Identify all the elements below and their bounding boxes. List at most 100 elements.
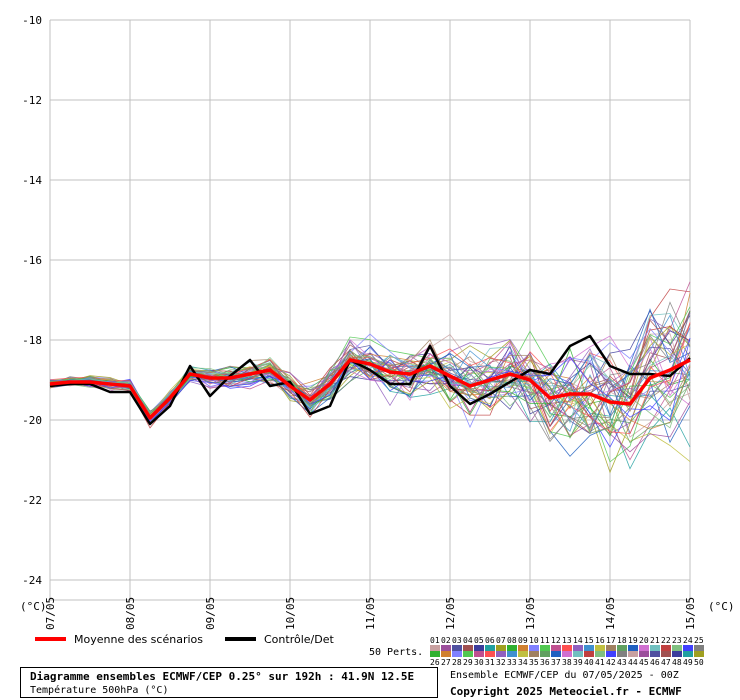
pert-swatch-top [518, 645, 528, 651]
y-tick-label: -24 [22, 574, 42, 587]
pert-swatch-top [452, 645, 462, 651]
pert-swatch-bottom [474, 651, 484, 657]
pert-swatch-top [529, 645, 539, 651]
pert-swatch-top [584, 645, 594, 651]
y-tick-label: -18 [22, 334, 42, 347]
pert-swatch-bottom [518, 651, 528, 657]
pert-number-bottom: 28 [452, 658, 462, 667]
x-tick-label: 07/05 [44, 597, 57, 630]
pert-swatch-bottom [507, 651, 517, 657]
pert-number-top: 01 [430, 636, 440, 645]
pert-number-top: 14 [573, 636, 583, 645]
legend-control-label: Contrôle/Det [264, 633, 334, 646]
pert-number-bottom: 27 [441, 658, 451, 667]
pert-number-top: 20 [639, 636, 649, 645]
pert-swatch-bottom [628, 651, 638, 657]
y-tick-label: -22 [22, 494, 42, 507]
pert-swatch-top [474, 645, 484, 651]
pert-swatch-bottom [573, 651, 583, 657]
pert-swatch-top [551, 645, 561, 651]
pert-number-bottom: 26 [430, 658, 440, 667]
pert-number-bottom: 33 [507, 658, 517, 667]
pert-swatch-bottom [584, 651, 594, 657]
chart-legend: Moyenne des scénarios Contrôle/Det 01 02 03 0… [35, 633, 704, 667]
pert-number-top: 10 [529, 636, 539, 645]
pert-swatch-top [595, 645, 605, 651]
ensemble-member-line [49, 337, 691, 417]
pert-swatch-bottom [485, 651, 495, 657]
pert-swatch-top [617, 645, 627, 651]
y-tick-label: -14 [22, 174, 42, 187]
pert-number-top: 06 [485, 636, 495, 645]
legend-mean-label: Moyenne des scénarios [74, 633, 203, 646]
pert-swatch-bottom [463, 651, 473, 657]
pert-swatch-top [573, 645, 583, 651]
pert-swatch-top [672, 645, 682, 651]
pert-number-bottom: 45 [639, 658, 649, 667]
pert-swatch-top [496, 645, 506, 651]
pert-number-bottom: 30 [474, 658, 484, 667]
pert-number-top: 21 [650, 636, 660, 645]
pert-swatch-bottom [430, 651, 440, 657]
pert-swatch-top [606, 645, 616, 651]
y-unit-label-left: (°C) [20, 600, 47, 613]
pert-number-bottom: 48 [672, 658, 682, 667]
x-tick-label: 09/05 [204, 597, 217, 630]
pert-number-bottom: 36 [540, 658, 550, 667]
pert-swatch-top [485, 645, 495, 651]
pert-number-bottom: 46 [650, 658, 660, 667]
pert-number-bottom: 49 [683, 658, 693, 667]
y-tick-label: -10 [22, 14, 42, 27]
pert-number-top: 25 [694, 636, 704, 645]
pert-number-top: 22 [661, 636, 671, 645]
pert-number-top: 19 [628, 636, 638, 645]
pert-swatch-bottom [606, 651, 616, 657]
pert-number-bottom: 39 [573, 658, 583, 667]
pert-number-bottom: 47 [661, 658, 671, 667]
x-tick-label: 11/05 [364, 597, 377, 630]
x-tick-label: 15/05 [684, 597, 697, 630]
pert-number-top: 18 [617, 636, 627, 645]
pert-swatch-top [694, 645, 704, 651]
pert-number-bottom: 43 [617, 658, 627, 667]
x-tick-label: 12/05 [444, 597, 457, 630]
pert-number-bottom: 29 [463, 658, 473, 667]
pert-number-top: 24 [683, 636, 693, 645]
y-tick-label: -16 [22, 254, 42, 267]
pert-number-bottom: 34 [518, 658, 528, 667]
pert-swatch-top [430, 645, 440, 651]
pert-number-bottom: 35 [529, 658, 539, 667]
run-info: Ensemble ECMWF/CEP du 07/05/2025 - 00Z [450, 670, 679, 681]
pert-number-top: 05 [474, 636, 484, 645]
pert-swatch-top [628, 645, 638, 651]
pert-number-top: 23 [672, 636, 682, 645]
pert-number-top: 09 [518, 636, 528, 645]
pert-swatch-bottom [617, 651, 627, 657]
x-tick-label: 08/05 [124, 597, 137, 630]
pert-number-top: 03 [452, 636, 462, 645]
pert-swatch-top [639, 645, 649, 651]
pert-number-top: 12 [551, 636, 561, 645]
pert-number-top: 02 [441, 636, 451, 645]
pert-number-bottom: 42 [606, 658, 616, 667]
pert-number-top: 13 [562, 636, 572, 645]
pert-number-bottom: 31 [485, 658, 495, 667]
pert-number-bottom: 38 [562, 658, 572, 667]
chart-grid [49, 19, 691, 601]
pert-number-bottom: 41 [595, 658, 605, 667]
x-tick-label: 13/05 [524, 597, 537, 630]
pert-swatch-bottom [496, 651, 506, 657]
pert-number-top: 17 [606, 636, 616, 645]
pert-swatch-bottom [551, 651, 561, 657]
pert-swatch-bottom [540, 651, 550, 657]
chart-subtitle: Température 500hPa (°C) [30, 685, 169, 696]
pert-number-bottom: 32 [496, 658, 506, 667]
chart-title: Diagramme ensembles ECMWF/CEP 0.25° sur … [30, 670, 415, 683]
pert-swatch-bottom [595, 651, 605, 657]
x-tick-label: 10/05 [284, 597, 297, 630]
pert-number-bottom: 50 [694, 658, 704, 667]
pert-swatch-bottom [639, 651, 649, 657]
main-series [49, 334, 691, 426]
pert-swatch-top [661, 645, 671, 651]
